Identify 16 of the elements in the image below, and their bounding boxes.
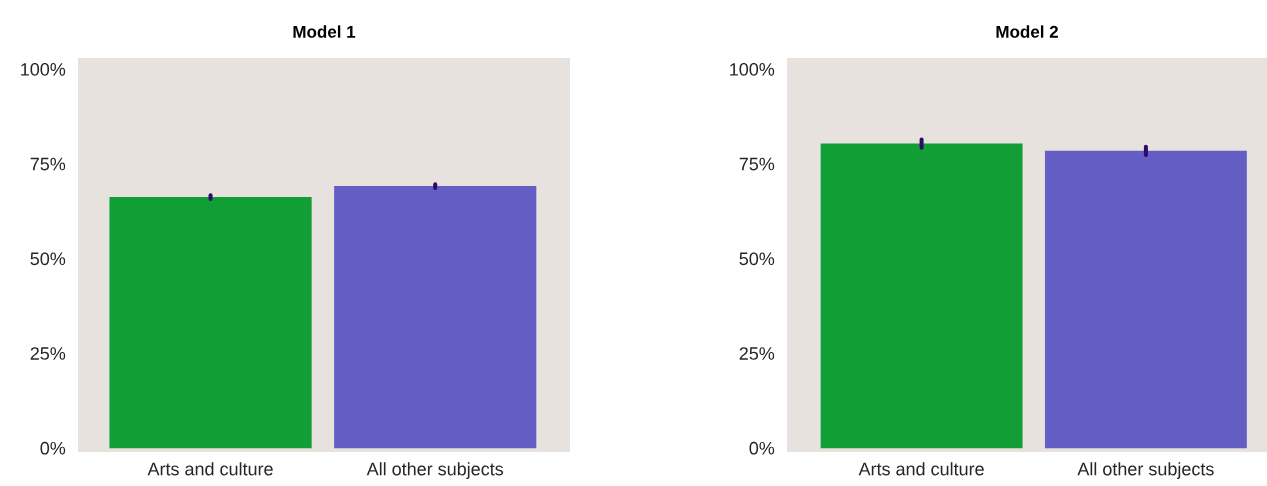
y-tick-label: 0%	[40, 441, 66, 455]
y-tick-label: 100%	[730, 62, 775, 76]
x-tick-label: All other subjects	[1077, 462, 1214, 479]
chart-title: Model 1	[293, 25, 356, 38]
y-tick-label: 25%	[739, 347, 775, 360]
y-tick-label: 50%	[739, 252, 775, 266]
y-tick-label: 100%	[21, 62, 66, 76]
y-tick-label: 25%	[30, 347, 66, 360]
y-tick-label: 75%	[30, 157, 66, 171]
y-tick-label: 75%	[739, 157, 775, 171]
y-tick-label: 0%	[749, 441, 775, 455]
x-tick-label: Arts and culture	[858, 462, 984, 476]
chart-title: Model 2	[996, 25, 1058, 38]
y-tick-label: 50%	[30, 252, 66, 266]
x-tick-label: All other subjects	[366, 462, 504, 479]
x-tick-label: Arts and culture	[147, 462, 273, 476]
